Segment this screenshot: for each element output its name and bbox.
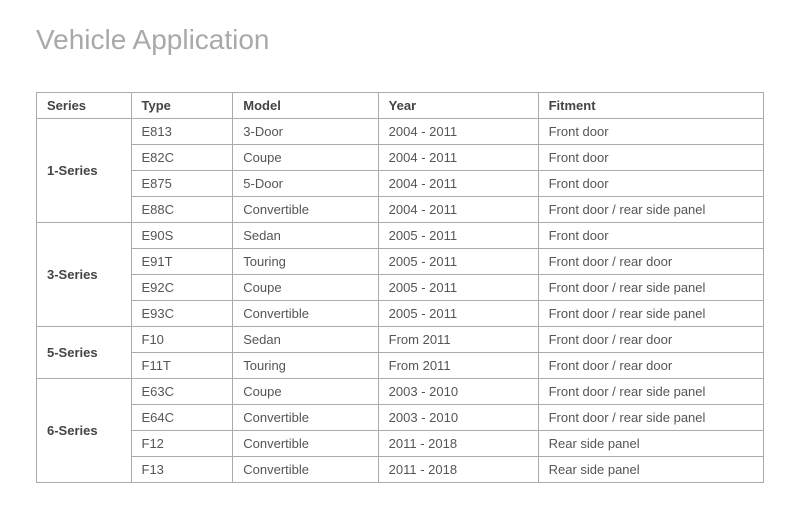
year-cell: 2005 - 2011 bbox=[378, 275, 538, 301]
model-cell: Touring bbox=[233, 353, 378, 379]
year-cell: 2004 - 2011 bbox=[378, 171, 538, 197]
type-cell: E875 bbox=[131, 171, 233, 197]
fitment-cell: Front door / rear side panel bbox=[538, 275, 763, 301]
fitment-cell: Front door / rear side panel bbox=[538, 405, 763, 431]
model-cell: Convertible bbox=[233, 431, 378, 457]
year-cell: From 2011 bbox=[378, 327, 538, 353]
fitment-cell: Front door / rear door bbox=[538, 327, 763, 353]
series-cell: 1-Series bbox=[37, 119, 132, 223]
type-cell: E93C bbox=[131, 301, 233, 327]
fitment-cell: Rear side panel bbox=[538, 431, 763, 457]
table-row: E875 5-Door 2004 - 2011 Front door bbox=[37, 171, 764, 197]
model-cell: Convertible bbox=[233, 197, 378, 223]
table-row: 5-Series F10 Sedan From 2011 Front door … bbox=[37, 327, 764, 353]
series-cell: 5-Series bbox=[37, 327, 132, 379]
table-row: F13 Convertible 2011 - 2018 Rear side pa… bbox=[37, 457, 764, 483]
model-cell: 3-Door bbox=[233, 119, 378, 145]
year-cell: 2011 - 2018 bbox=[378, 457, 538, 483]
year-cell: 2005 - 2011 bbox=[378, 301, 538, 327]
type-cell: E88C bbox=[131, 197, 233, 223]
model-cell: Sedan bbox=[233, 223, 378, 249]
table-row: 1-Series E813 3-Door 2004 - 2011 Front d… bbox=[37, 119, 764, 145]
table-row: 3-Series E90S Sedan 2005 - 2011 Front do… bbox=[37, 223, 764, 249]
col-header-year: Year bbox=[378, 93, 538, 119]
type-cell: F11T bbox=[131, 353, 233, 379]
series-cell: 3-Series bbox=[37, 223, 132, 327]
fitment-cell: Front door / rear door bbox=[538, 249, 763, 275]
fitment-cell: Front door / rear side panel bbox=[538, 379, 763, 405]
model-cell: Sedan bbox=[233, 327, 378, 353]
fitment-cell: Front door / rear side panel bbox=[538, 197, 763, 223]
fitment-cell: Rear side panel bbox=[538, 457, 763, 483]
fitment-cell: Front door bbox=[538, 171, 763, 197]
series-cell: 6-Series bbox=[37, 379, 132, 483]
year-cell: 2003 - 2010 bbox=[378, 379, 538, 405]
type-cell: E91T bbox=[131, 249, 233, 275]
fitment-cell: Front door bbox=[538, 223, 763, 249]
type-cell: E92C bbox=[131, 275, 233, 301]
year-cell: 2005 - 2011 bbox=[378, 249, 538, 275]
model-cell: Coupe bbox=[233, 145, 378, 171]
fitment-cell: Front door bbox=[538, 145, 763, 171]
model-cell: Coupe bbox=[233, 275, 378, 301]
col-header-series: Series bbox=[37, 93, 132, 119]
type-cell: F10 bbox=[131, 327, 233, 353]
table-row: E88C Convertible 2004 - 2011 Front door … bbox=[37, 197, 764, 223]
fitment-cell: Front door / rear door bbox=[538, 353, 763, 379]
year-cell: From 2011 bbox=[378, 353, 538, 379]
page: Vehicle Application Series Type Model Ye… bbox=[0, 0, 800, 507]
table-row: E92C Coupe 2005 - 2011 Front door / rear… bbox=[37, 275, 764, 301]
table-body: 1-Series E813 3-Door 2004 - 2011 Front d… bbox=[37, 119, 764, 483]
year-cell: 2004 - 2011 bbox=[378, 197, 538, 223]
type-cell: E813 bbox=[131, 119, 233, 145]
fitment-cell: Front door bbox=[538, 119, 763, 145]
type-cell: F12 bbox=[131, 431, 233, 457]
table-row: E91T Touring 2005 - 2011 Front door / re… bbox=[37, 249, 764, 275]
table-row: E82C Coupe 2004 - 2011 Front door bbox=[37, 145, 764, 171]
year-cell: 2004 - 2011 bbox=[378, 145, 538, 171]
model-cell: Convertible bbox=[233, 457, 378, 483]
col-header-model: Model bbox=[233, 93, 378, 119]
model-cell: Coupe bbox=[233, 379, 378, 405]
model-cell: 5-Door bbox=[233, 171, 378, 197]
model-cell: Touring bbox=[233, 249, 378, 275]
model-cell: Convertible bbox=[233, 301, 378, 327]
type-cell: E63C bbox=[131, 379, 233, 405]
year-cell: 2011 - 2018 bbox=[378, 431, 538, 457]
type-cell: E82C bbox=[131, 145, 233, 171]
table-row: 6-Series E63C Coupe 2003 - 2010 Front do… bbox=[37, 379, 764, 405]
year-cell: 2005 - 2011 bbox=[378, 223, 538, 249]
table-row: E64C Convertible 2003 - 2010 Front door … bbox=[37, 405, 764, 431]
table-row: E93C Convertible 2005 - 2011 Front door … bbox=[37, 301, 764, 327]
table-header-row: Series Type Model Year Fitment bbox=[37, 93, 764, 119]
page-title: Vehicle Application bbox=[36, 24, 764, 56]
year-cell: 2004 - 2011 bbox=[378, 119, 538, 145]
fitment-cell: Front door / rear side panel bbox=[538, 301, 763, 327]
year-cell: 2003 - 2010 bbox=[378, 405, 538, 431]
type-cell: F13 bbox=[131, 457, 233, 483]
model-cell: Convertible bbox=[233, 405, 378, 431]
vehicle-application-table: Series Type Model Year Fitment 1-Series … bbox=[36, 92, 764, 483]
table-row: F11T Touring From 2011 Front door / rear… bbox=[37, 353, 764, 379]
table-row: F12 Convertible 2011 - 2018 Rear side pa… bbox=[37, 431, 764, 457]
col-header-fitment: Fitment bbox=[538, 93, 763, 119]
type-cell: E64C bbox=[131, 405, 233, 431]
type-cell: E90S bbox=[131, 223, 233, 249]
col-header-type: Type bbox=[131, 93, 233, 119]
